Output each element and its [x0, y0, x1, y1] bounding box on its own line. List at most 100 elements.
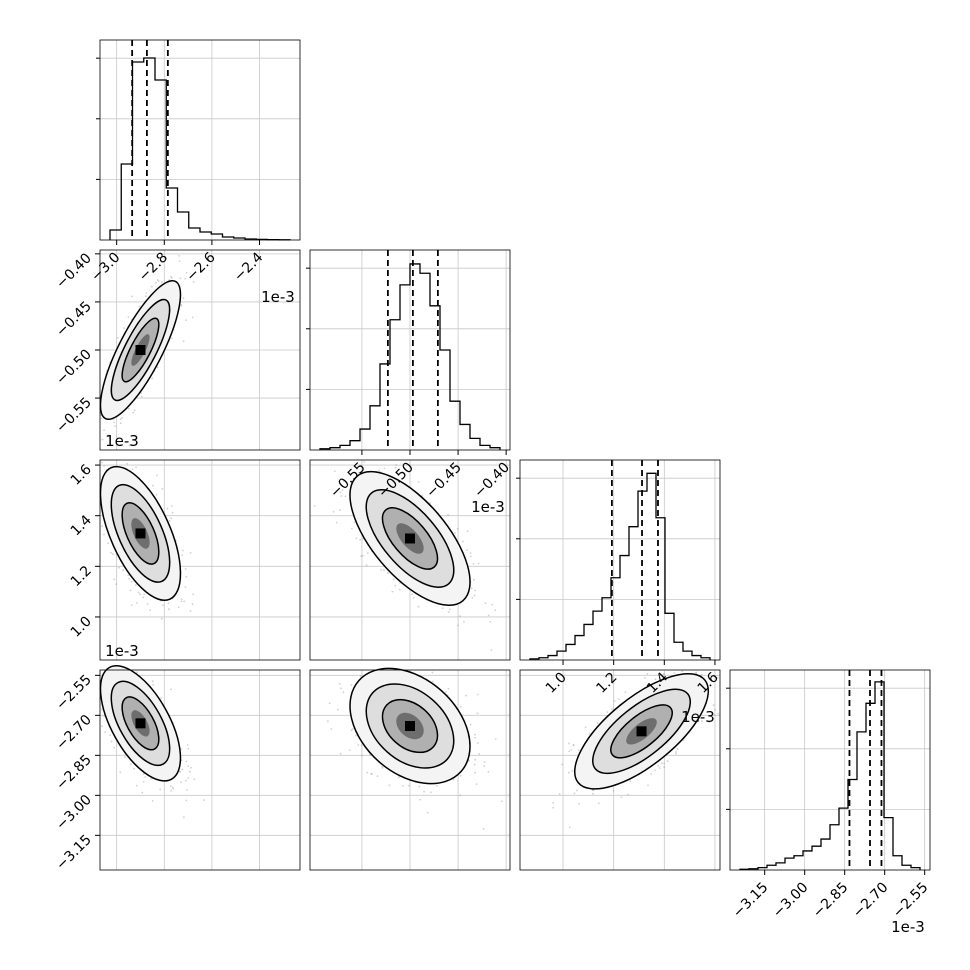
sample-point — [170, 517, 173, 520]
sample-point — [170, 789, 173, 792]
sample-point — [133, 409, 136, 412]
sample-point — [576, 789, 578, 792]
sample-point — [170, 277, 173, 279]
sample-point — [126, 462, 128, 465]
sample-point — [474, 758, 477, 761]
sample-point — [169, 785, 172, 787]
sample-point — [568, 771, 570, 774]
y-tick-label: 1.4 — [68, 512, 95, 539]
sample-point — [478, 753, 481, 755]
sample-point — [394, 584, 397, 587]
sample-point — [145, 292, 148, 294]
sample-point — [183, 600, 186, 603]
sample-point — [613, 700, 616, 702]
sample-point — [476, 693, 479, 696]
sample-point — [185, 319, 188, 322]
sample-point — [127, 316, 130, 318]
sample-point — [370, 773, 372, 775]
sample-point — [407, 784, 410, 787]
sample-point — [629, 780, 632, 782]
sample-point — [170, 688, 172, 691]
sample-point — [166, 507, 169, 510]
sample-point — [179, 771, 182, 773]
sample-point — [138, 305, 141, 308]
sample-point — [114, 425, 116, 427]
sample-point — [411, 593, 413, 596]
sample-point — [135, 602, 138, 604]
sample-point — [355, 734, 357, 737]
sample-point — [476, 712, 479, 715]
y-offset-label: 1e-3 — [105, 642, 139, 660]
sample-point — [190, 766, 192, 769]
sample-point — [472, 563, 475, 565]
y-tick-label: −2.70 — [53, 712, 95, 754]
density-contour — [110, 298, 171, 402]
sample-point — [187, 765, 190, 767]
sample-point — [460, 705, 462, 708]
sample-point — [473, 763, 476, 766]
sample-point — [181, 554, 184, 556]
y-tick-label: −0.50 — [53, 347, 95, 389]
sample-point — [572, 744, 575, 746]
density-contour — [121, 317, 160, 383]
sample-point — [436, 784, 438, 787]
density-peak — [135, 528, 146, 539]
sample-point — [360, 744, 363, 747]
sample-point — [339, 509, 341, 512]
sample-point — [136, 671, 138, 674]
sample-point — [398, 588, 401, 591]
sample-point — [101, 461, 103, 464]
sample-point — [568, 826, 571, 829]
sample-point — [340, 687, 342, 690]
sample-point — [156, 366, 159, 369]
density-contour — [110, 483, 171, 583]
sample-point — [122, 569, 124, 572]
sample-point — [445, 691, 447, 693]
sample-point — [187, 777, 190, 779]
x-offset-label: 1e-3 — [681, 708, 715, 726]
sample-point — [350, 729, 353, 732]
sample-point — [462, 540, 464, 543]
sample-point — [192, 281, 195, 283]
x-tick-label: −2.55 — [890, 880, 932, 922]
sample-point — [417, 481, 420, 483]
sample-point — [388, 784, 391, 787]
sample-point — [363, 461, 366, 463]
sample-point — [117, 337, 119, 339]
sample-point — [675, 751, 677, 753]
sample-point — [139, 593, 142, 596]
sample-point — [383, 569, 385, 572]
sample-point — [119, 418, 122, 421]
sample-point — [366, 771, 369, 774]
sample-point — [160, 617, 163, 620]
sample-point — [144, 776, 147, 778]
sample-point — [182, 297, 185, 300]
sample-point — [360, 555, 363, 558]
sample-point — [419, 798, 421, 801]
hist-panel-bg — [100, 40, 300, 240]
sample-point — [104, 731, 107, 733]
sample-point — [483, 765, 485, 767]
sample-point — [660, 762, 663, 765]
sample-point — [465, 694, 467, 697]
sample-point — [459, 794, 461, 797]
sample-point — [474, 736, 477, 739]
sample-point — [191, 603, 194, 606]
sample-point — [392, 578, 395, 581]
sample-point — [695, 671, 697, 674]
sample-point — [127, 574, 130, 577]
sample-point — [474, 733, 476, 736]
sample-point — [332, 510, 335, 513]
sample-point — [482, 828, 485, 830]
density-contour — [121, 502, 160, 565]
sample-point — [489, 621, 492, 623]
sample-point — [454, 532, 456, 534]
sample-point — [150, 777, 153, 780]
sample-point — [155, 281, 157, 284]
sample-point — [612, 790, 615, 792]
sample-point — [376, 775, 379, 778]
sample-point — [182, 340, 185, 343]
sample-point — [463, 620, 465, 623]
sample-point — [423, 790, 425, 793]
